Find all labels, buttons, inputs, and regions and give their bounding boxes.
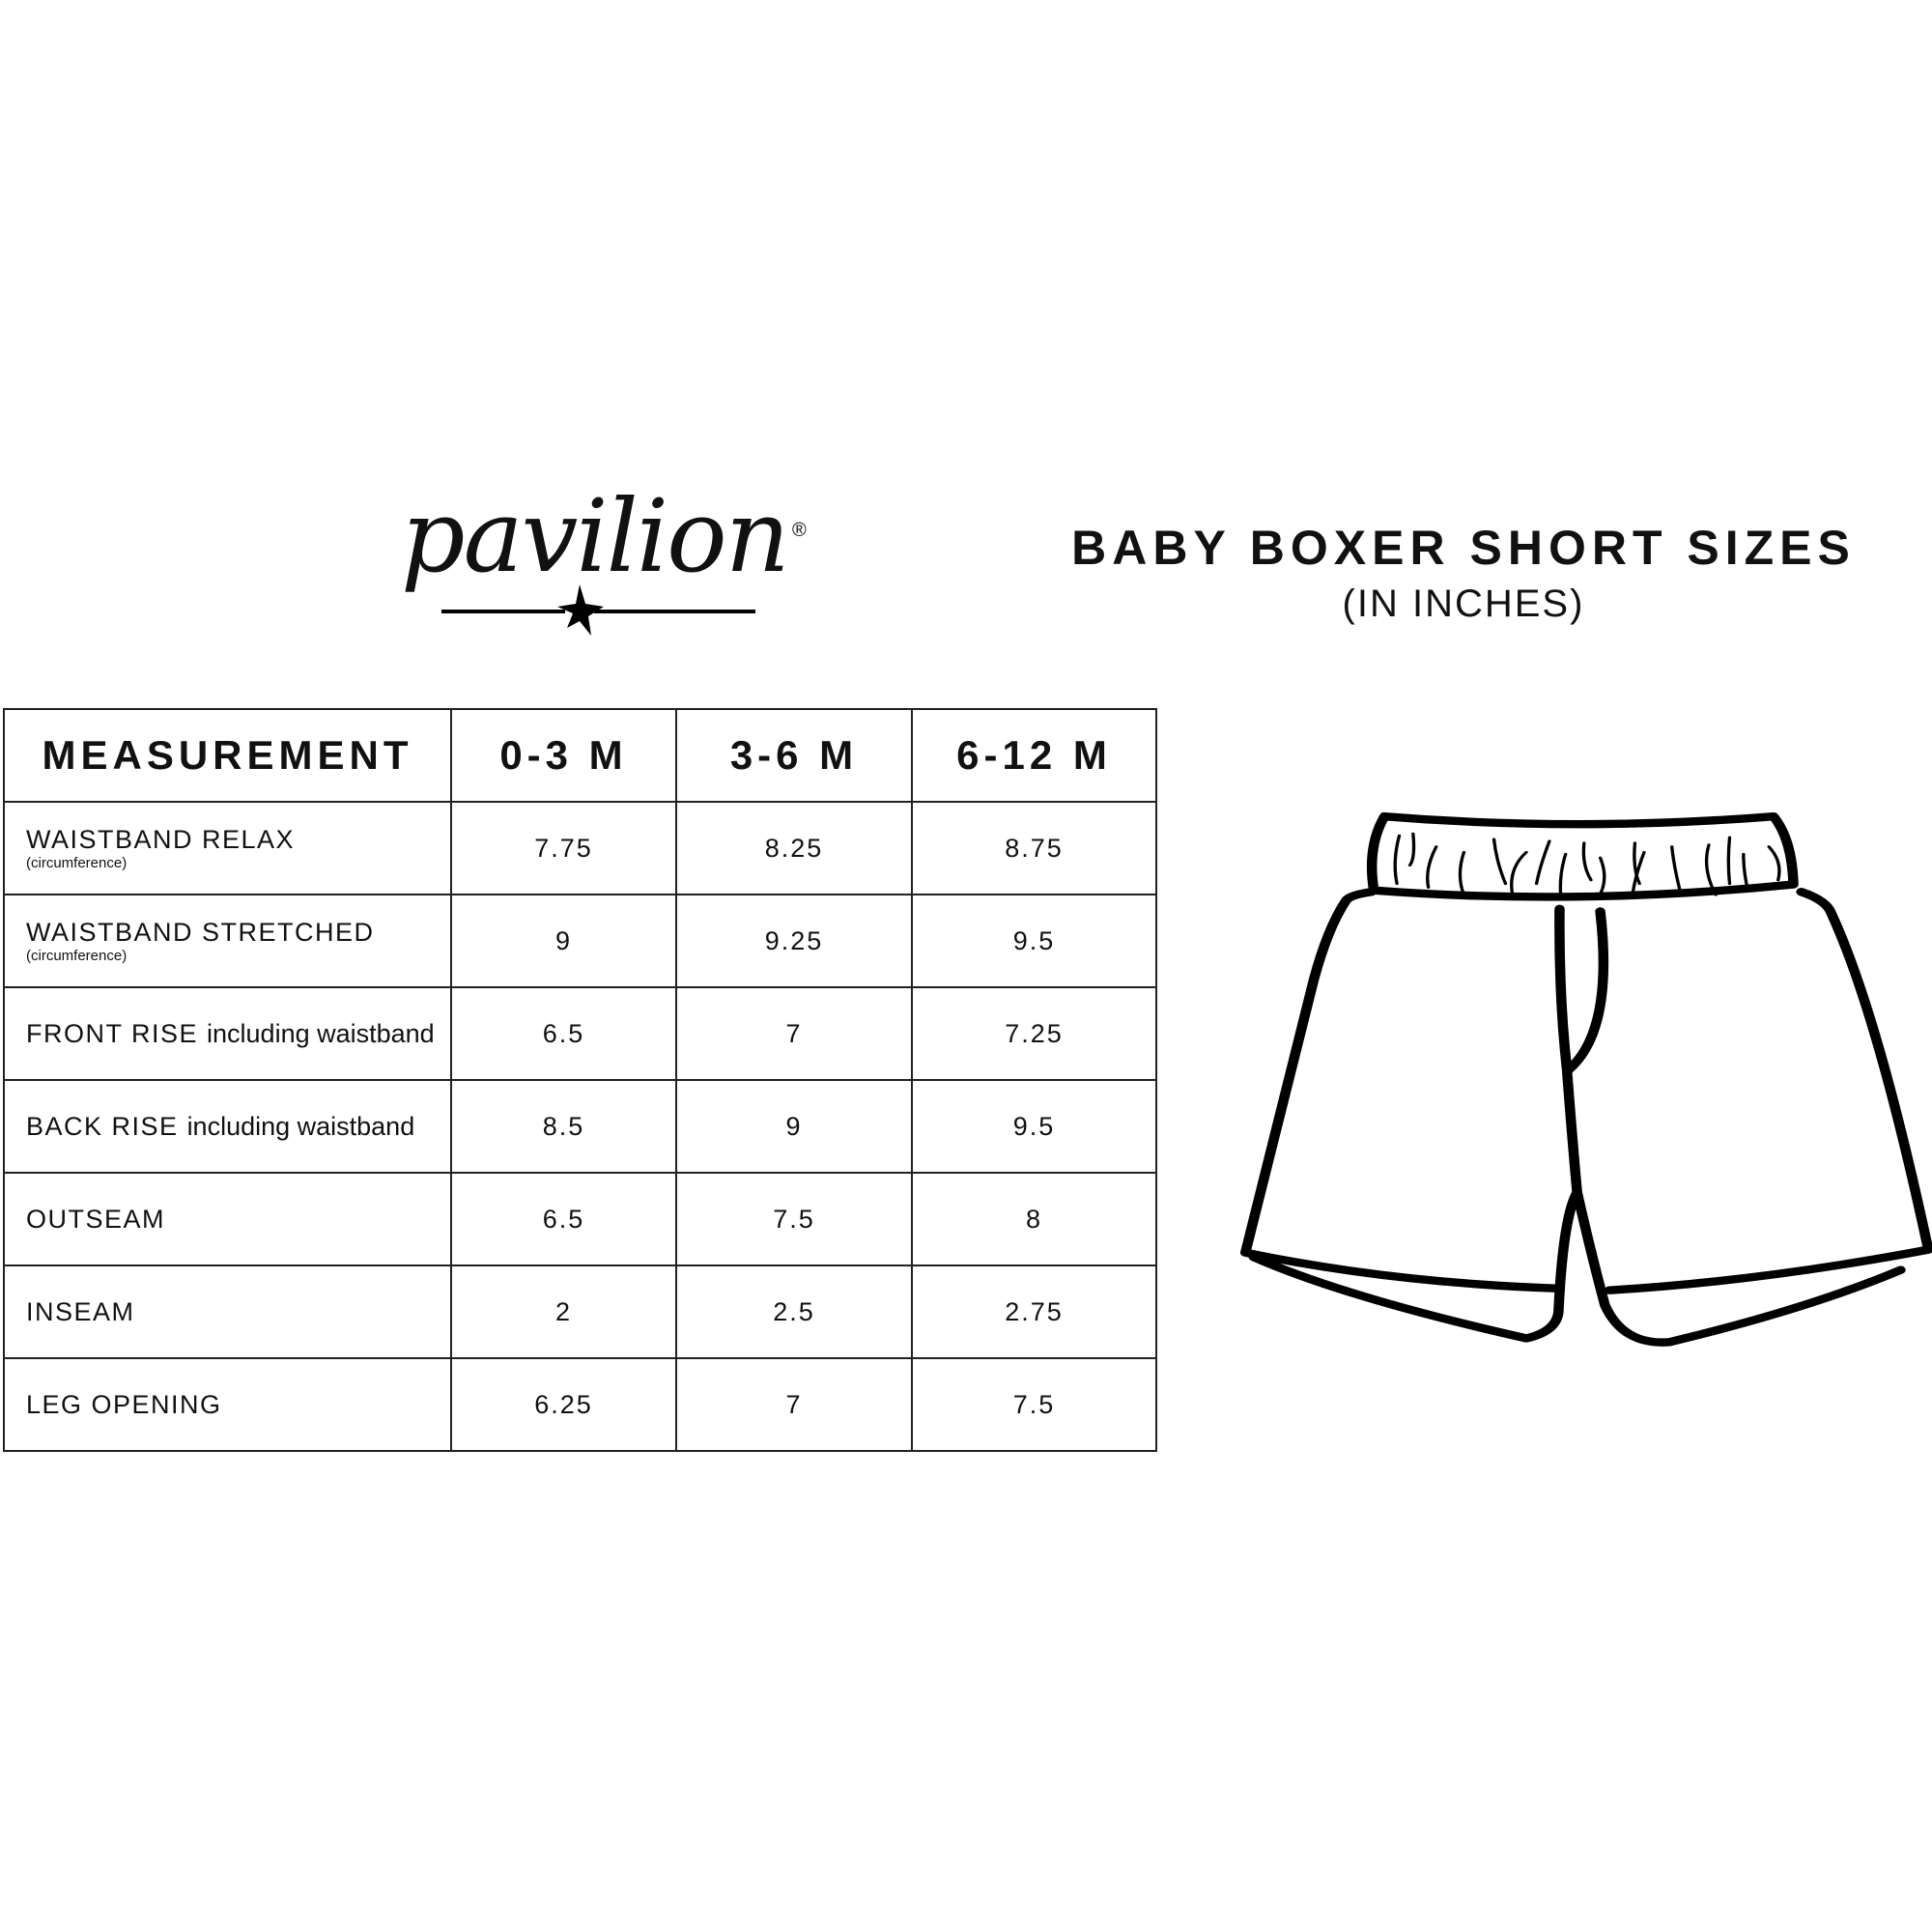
measurement-label-cell: BACK RISE including waistband bbox=[3, 1079, 452, 1174]
size-value-cell: 8.5 bbox=[450, 1079, 677, 1174]
size-value-cell: 7 bbox=[675, 986, 913, 1081]
logo-text: pavilion bbox=[401, 477, 790, 595]
table-row: BACK RISE including waistband 8.5 9 9.5 bbox=[3, 1079, 1157, 1174]
size-value-cell: 7 bbox=[675, 1357, 913, 1452]
measurement-note: (circumference) bbox=[26, 948, 128, 964]
size-value-cell: 8.25 bbox=[675, 801, 913, 895]
measurement-label: WAISTBAND RELAX bbox=[26, 825, 296, 854]
size-table: MEASUREMENT 0-3 M 3-6 M 6-12 M WAISTBAND… bbox=[3, 708, 1157, 1452]
measurement-label-cell: WAISTBAND RELAX (circumference) bbox=[3, 801, 452, 895]
measurement-note: (circumference) bbox=[26, 855, 128, 871]
measurement-label: OUTSEAM bbox=[26, 1204, 166, 1234]
size-value-cell: 9.5 bbox=[911, 894, 1157, 988]
size-value-cell: 9 bbox=[675, 1079, 913, 1174]
measurement-label-suffix: including waistband bbox=[207, 1018, 435, 1048]
boxer-shorts-icon bbox=[1239, 811, 1932, 1347]
size-value-cell: 7.5 bbox=[675, 1172, 913, 1266]
size-value-cell: 6.5 bbox=[450, 986, 677, 1081]
measurement-label: WAISTBAND STRETCHED bbox=[26, 918, 375, 947]
column-header: 6-12 M bbox=[911, 708, 1157, 803]
size-value-cell: 2.5 bbox=[675, 1264, 913, 1359]
column-header: MEASUREMENT bbox=[3, 708, 452, 803]
size-value-cell: 7.75 bbox=[450, 801, 677, 895]
table-row: INSEAM 2 2.5 2.75 bbox=[3, 1264, 1157, 1359]
measurement-label: BACK RISE bbox=[26, 1111, 179, 1141]
size-value-cell: 6.25 bbox=[450, 1357, 677, 1452]
size-value-cell: 8 bbox=[911, 1172, 1157, 1266]
measurement-label-cell: WAISTBAND STRETCHED (circumference) bbox=[3, 894, 452, 988]
measurement-label: LEG OPENING bbox=[26, 1389, 222, 1419]
table-row: WAISTBAND STRETCHED (circumference) 9 9.25 9… bbox=[3, 894, 1157, 988]
table-row: LEG OPENING 6.25 7 7.5 bbox=[3, 1357, 1157, 1452]
measurement-label-cell: OUTSEAM bbox=[3, 1172, 452, 1266]
page-subtitle: (IN INCHES) bbox=[1342, 582, 1585, 625]
pavilion-logo: pavilion ® bbox=[401, 473, 826, 642]
measurement-label: FRONT RISE bbox=[26, 1018, 199, 1048]
registered-mark: ® bbox=[792, 520, 807, 541]
table-row: FRONT RISE including waistband 6.5 7 7.25 bbox=[3, 986, 1157, 1081]
logo-star-underline-icon bbox=[441, 584, 755, 636]
size-value-cell: 8.75 bbox=[911, 801, 1157, 895]
size-value-cell: 7.5 bbox=[911, 1357, 1157, 1452]
table-header-row: MEASUREMENT 0-3 M 3-6 M 6-12 M bbox=[3, 708, 1157, 803]
measurement-label-suffix: including waistband bbox=[186, 1111, 415, 1141]
size-value-cell: 6.5 bbox=[450, 1172, 677, 1266]
column-header: 3-6 M bbox=[675, 708, 913, 803]
measurement-label-cell: LEG OPENING bbox=[3, 1357, 452, 1452]
measurement-label-cell: INSEAM bbox=[3, 1264, 452, 1359]
measurement-label: INSEAM bbox=[26, 1296, 135, 1326]
column-header: 0-3 M bbox=[450, 708, 677, 803]
table-row: WAISTBAND RELAX (circumference) 7.75 8.25 8.… bbox=[3, 801, 1157, 895]
size-value-cell: 2.75 bbox=[911, 1264, 1157, 1359]
measurement-label-cell: FRONT RISE including waistband bbox=[3, 986, 452, 1081]
size-value-cell: 9.25 bbox=[675, 894, 913, 988]
size-value-cell: 9.5 bbox=[911, 1079, 1157, 1174]
size-value-cell: 2 bbox=[450, 1264, 677, 1359]
table-row: OUTSEAM 6.5 7.5 8 bbox=[3, 1172, 1157, 1266]
size-value-cell: 7.25 bbox=[911, 986, 1157, 1081]
page-title: BABY BOXER SHORT SIZES bbox=[1071, 521, 1856, 575]
size-value-cell: 9 bbox=[450, 894, 677, 988]
